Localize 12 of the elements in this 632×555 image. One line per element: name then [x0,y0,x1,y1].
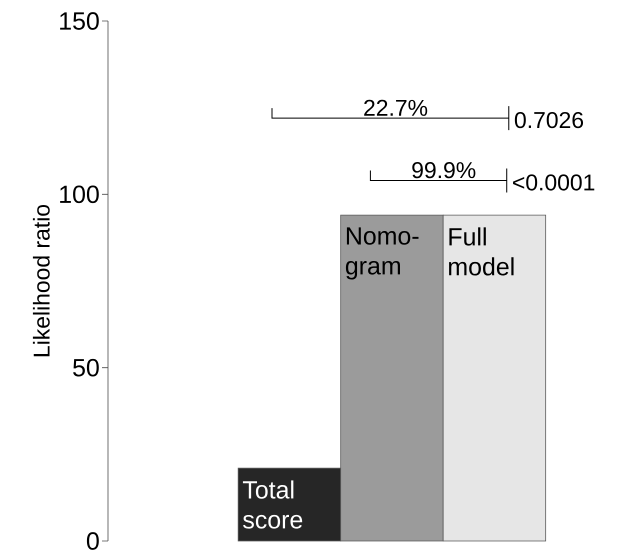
x-tick-label: Nomo-gram [346,227,418,280]
x-tick-label: Total score [242,480,302,529]
x-tick-label: Full model [449,227,514,276]
annotation: 22.7% [364,100,428,116]
annotation: <0.0001 [513,174,594,191]
annotation: 0.7026 [514,112,584,128]
y-tick-label: 50 [73,358,99,376]
y-tick-label: 0 [86,532,99,550]
y-tick-label: 150 [60,12,99,30]
y-axis-title: Likelihood ratio [32,204,50,356]
y-tick-label: 100 [60,186,99,204]
annotation: 99.9% [412,162,476,178]
